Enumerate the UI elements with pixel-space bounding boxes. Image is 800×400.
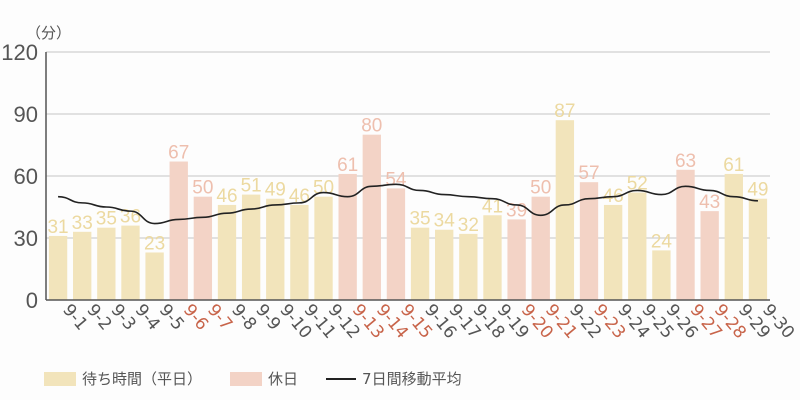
weekday-bar bbox=[290, 204, 309, 300]
bar-value-label: 24 bbox=[651, 231, 673, 252]
bar-value-label: 49 bbox=[747, 180, 768, 201]
bar-value-label: 80 bbox=[361, 116, 382, 137]
holiday-bar bbox=[676, 169, 695, 300]
legend-item-moving-average: 7日間移動平均 bbox=[326, 368, 462, 389]
bar-value-label: 61 bbox=[723, 155, 744, 176]
holiday-bar bbox=[700, 211, 719, 300]
bar-value-label: 34 bbox=[434, 211, 456, 232]
holiday-bar bbox=[579, 182, 599, 300]
holiday-bar bbox=[338, 173, 357, 300]
bar-value-label: 32 bbox=[458, 215, 479, 236]
weekday-bar bbox=[435, 229, 454, 300]
y-tick-label: 120 bbox=[1, 40, 38, 65]
bar-value-label: 52 bbox=[627, 174, 648, 195]
weekday-bar bbox=[48, 235, 68, 300]
weekday-bar bbox=[217, 204, 237, 300]
weekday-bar bbox=[459, 233, 478, 300]
bar-value-label: 49 bbox=[265, 180, 286, 201]
weekday-bar bbox=[97, 227, 116, 300]
legend-label-moving-average: 7日間移動平均 bbox=[362, 370, 462, 388]
weekday-bar bbox=[241, 194, 261, 300]
moving-average-line bbox=[58, 183, 758, 225]
bar-value-label: 43 bbox=[699, 192, 720, 213]
weekday-bar bbox=[314, 196, 333, 300]
weekday-bar bbox=[483, 215, 502, 300]
weekday-bar bbox=[603, 204, 623, 300]
weekday-bar bbox=[555, 120, 575, 300]
holiday-bar bbox=[193, 196, 213, 300]
legend-label-holiday: 休日 bbox=[268, 370, 299, 388]
weekday-bar bbox=[724, 173, 743, 300]
bar-value-label: 51 bbox=[241, 176, 262, 197]
weekday-bar bbox=[73, 231, 92, 300]
bar-value-label: 46 bbox=[216, 186, 237, 207]
line-swatch-icon bbox=[326, 377, 357, 380]
bar-value-label: 31 bbox=[47, 217, 68, 238]
bar-value-label: 50 bbox=[530, 178, 551, 199]
y-tick-label: 0 bbox=[26, 288, 38, 313]
bar-value-label: 35 bbox=[96, 209, 117, 230]
weekday-bar bbox=[652, 250, 671, 300]
weekday-bar bbox=[266, 198, 285, 300]
bar-value-label: 63 bbox=[675, 151, 696, 172]
bar-value-label: 87 bbox=[554, 101, 575, 122]
y-tick-label: 30 bbox=[14, 226, 38, 251]
bar-value-label: 23 bbox=[144, 233, 165, 254]
bar-value-label: 50 bbox=[192, 178, 213, 199]
bar-value-label: 54 bbox=[385, 169, 407, 190]
weekday-bar bbox=[628, 192, 647, 300]
bar-value-label: 61 bbox=[337, 155, 358, 176]
weekday-bar bbox=[121, 225, 140, 300]
y-tick-label: 60 bbox=[14, 164, 38, 189]
y-tick-label: 90 bbox=[14, 102, 38, 127]
holiday-swatch-icon bbox=[230, 371, 263, 386]
holiday-bar bbox=[169, 161, 188, 300]
bar-value-label: 35 bbox=[409, 209, 430, 230]
bar-value-label: 41 bbox=[482, 196, 503, 217]
legend-item-weekday: 待ち時間（平日） bbox=[44, 368, 202, 389]
legend-item-holiday: 休日 bbox=[230, 368, 298, 389]
bar-value-label: 50 bbox=[313, 178, 334, 199]
weekday-bar bbox=[145, 252, 164, 300]
weekday-swatch-icon bbox=[44, 371, 76, 386]
holiday-bar bbox=[531, 196, 550, 300]
legend: 待ち時間（平日） 休日 7日間移動平均 bbox=[44, 368, 490, 389]
legend-label-weekday: 待ち時間（平日） bbox=[82, 370, 203, 388]
y-axis-unit: （分） bbox=[26, 24, 71, 42]
holiday-bar bbox=[386, 188, 406, 300]
holiday-bar bbox=[362, 134, 381, 300]
bar-value-label: 67 bbox=[168, 143, 189, 164]
bar-value-label: 33 bbox=[72, 213, 93, 234]
weekday-bar bbox=[410, 227, 430, 300]
bar-value-label: 57 bbox=[578, 163, 599, 184]
weekday-bar bbox=[748, 198, 768, 300]
holiday-bar bbox=[507, 219, 526, 300]
